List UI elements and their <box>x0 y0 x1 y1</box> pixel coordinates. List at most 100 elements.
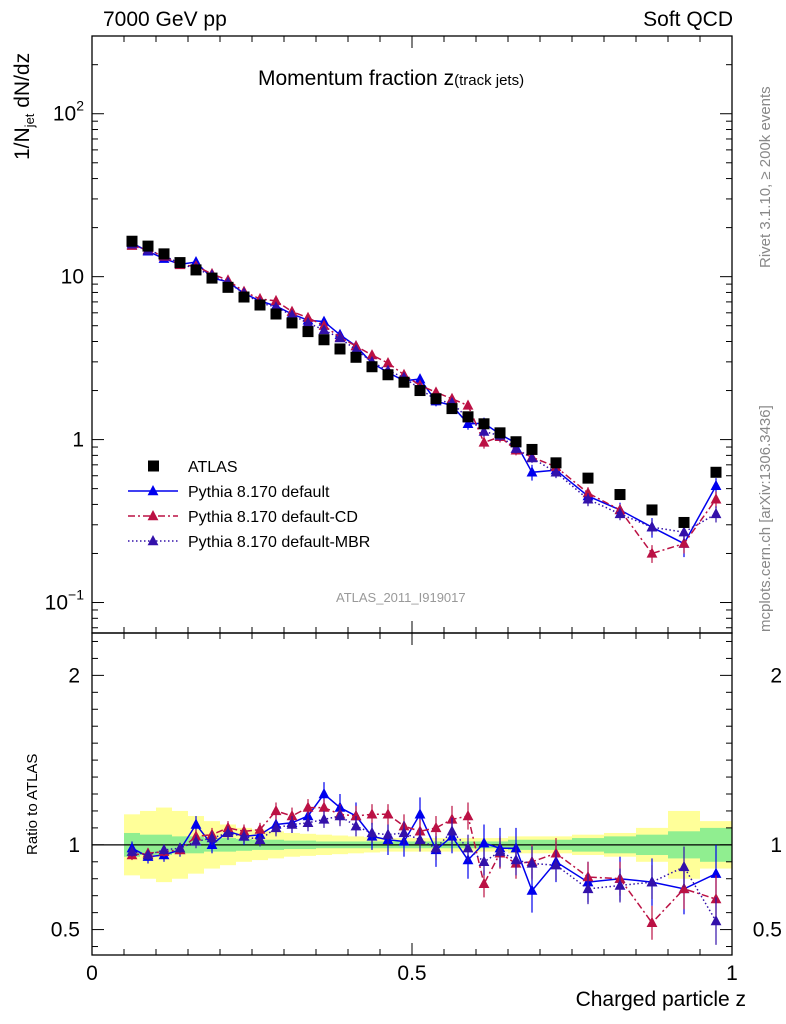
ratio-y-tick-label-right: 2 <box>770 664 782 687</box>
ratio-series-3-point <box>446 825 458 836</box>
main-series-1-point <box>462 417 474 429</box>
atlas-data-point <box>206 272 218 284</box>
ratio-series-3-point <box>430 842 442 853</box>
atlas-data-point <box>190 264 202 276</box>
legend-entry-label: Pythia 8.170 default <box>188 484 330 501</box>
ratio-y-tick-label-left: 1 <box>68 834 80 857</box>
atlas-data-point <box>398 376 410 388</box>
ratio-series-1-point <box>190 818 202 829</box>
side-source-label: mcplots.cern.ch [arXiv:1306.3436] <box>757 405 774 632</box>
plot-title: Momentum fraction z(track jets) <box>258 67 524 91</box>
ratio-series-3-point <box>222 826 234 838</box>
main-y-tick-label-exponent: 2 <box>76 98 84 114</box>
ratio-series-2-point <box>270 804 282 816</box>
ratio-series-3-point <box>678 860 690 872</box>
ratio-series-3-point <box>398 826 410 838</box>
ratio-series-2-point <box>646 916 658 927</box>
atlas-data-point <box>286 317 298 329</box>
header-beam-label: 7000 GeV pp <box>103 8 227 31</box>
ratio-panel-frame <box>91 632 733 956</box>
atlas-data-point <box>142 240 154 252</box>
ratio-series-2-point <box>254 823 266 834</box>
axis-ticks <box>91 35 733 955</box>
main-series-2-point <box>270 294 282 306</box>
ratio-series-2-point <box>478 877 490 889</box>
atlas-data-point <box>158 248 170 260</box>
ratio-series-3-point <box>382 828 394 839</box>
ratio-series-2-point <box>286 810 298 821</box>
ratio-series-3-point <box>414 833 426 844</box>
main-y-tick-label: 102 <box>53 98 84 126</box>
ratio-series-3-point <box>174 842 186 853</box>
main-series-3-point <box>302 316 314 328</box>
ratio-series-3-point <box>462 842 474 853</box>
atlas-data-point <box>646 504 658 516</box>
legend-marker <box>147 535 159 546</box>
ratio-series-3-point <box>142 849 154 860</box>
atlas-data-point <box>366 361 378 373</box>
ratio-series-2-point <box>350 810 362 821</box>
atlas-data-point <box>382 369 394 381</box>
atlas-data-point <box>238 291 250 303</box>
ratio-series-3-point <box>510 854 522 865</box>
atlas-data-point <box>494 427 506 439</box>
main-y-axis-label-sub: jet <box>22 113 38 128</box>
legend-marker <box>147 510 159 521</box>
main-series-3-point <box>582 493 594 504</box>
atlas-data-point <box>550 457 562 469</box>
plot-title-sub: (track jets) <box>454 72 525 89</box>
x-tick-label: 1 <box>726 962 738 985</box>
atlas-data-point <box>614 489 626 501</box>
main-series-3-point <box>286 309 298 320</box>
atlas-data-point <box>318 334 330 346</box>
ratio-series-3-point <box>254 833 266 844</box>
main-series-2-point <box>710 493 722 504</box>
ratio-series-3-point <box>550 859 562 870</box>
main-series-1-point <box>710 479 722 491</box>
ratio-series-3-point <box>614 879 626 890</box>
atlas-data-point <box>414 385 426 397</box>
main-y-axis-label: 1/Njet dN/dz <box>11 53 37 160</box>
ratio-series-3-point <box>646 876 658 887</box>
ratio-series-3-point <box>206 832 218 843</box>
ratio-series-3-point <box>158 843 170 855</box>
main-series-3-point <box>710 507 722 519</box>
ratio-series-3-point <box>270 821 282 833</box>
main-series-3-point <box>350 343 362 355</box>
atlas-data-point <box>270 308 282 320</box>
ratio-series-2-point <box>678 882 690 894</box>
atlas-data-point <box>302 326 314 338</box>
main-series-3-point <box>550 466 562 477</box>
ratio-y-tick-label-right: 1 <box>770 834 782 857</box>
main-series-2-point <box>462 399 474 410</box>
atlas-data-point <box>222 281 234 293</box>
ratio-series-3-point <box>238 830 250 841</box>
side-version-label: Rivet 3.1.10, ≥ 200k events <box>757 86 774 268</box>
ratio-series-3-point <box>350 820 362 831</box>
atlas-data-point <box>446 403 458 415</box>
ratio-series-2-point <box>430 821 442 833</box>
ratio-series-2-point <box>302 801 314 812</box>
atlas-data-point <box>126 235 138 247</box>
main-y-tick-label: 10 <box>61 266 84 289</box>
main-series-3-point <box>526 452 538 463</box>
x-axis-label: Charged particle z <box>575 988 746 1011</box>
atlas-data-point <box>510 436 522 448</box>
main-series-2-line <box>131 244 717 555</box>
main-series-2-point <box>366 349 378 360</box>
ratio-series-3-point <box>526 857 538 868</box>
main-y-tick-label: 1 <box>72 429 84 452</box>
ratio-series-3-point <box>302 816 314 828</box>
atlas-data-point <box>710 466 722 478</box>
legend: ATLAS Pythia 8.170 default Pythia 8.170 de… <box>128 459 370 551</box>
main-series-3-point <box>614 507 626 519</box>
atlas-data-point <box>678 516 690 528</box>
ratio-series-2-point <box>462 810 474 821</box>
main-y-axis-label-pre: 1/N <box>11 127 34 160</box>
ratio-series-3-point <box>494 845 506 856</box>
atlas-data-point <box>334 343 346 355</box>
legend-marker <box>147 485 159 496</box>
ratio-plot-series <box>126 782 722 945</box>
atlas-data-point <box>430 393 442 405</box>
